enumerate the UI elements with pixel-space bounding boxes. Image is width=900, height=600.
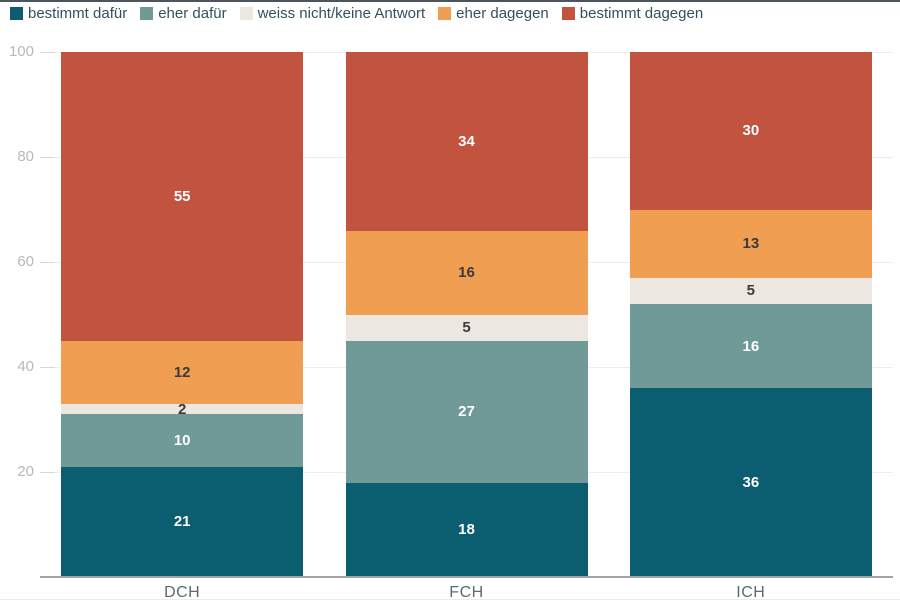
bar-segment: 36 — [629, 388, 872, 577]
bar-segment: 16 — [345, 230, 588, 315]
legend-swatch-icon — [561, 7, 575, 20]
x-axis-label: ICH — [736, 584, 766, 600]
bar-segment: 10 — [61, 414, 304, 467]
bar-segment-label: 21 — [173, 513, 191, 531]
legend-label: eher dagegen — [456, 5, 549, 22]
x-axis-label: DCH — [164, 584, 201, 600]
legend: bestimmt dafür eher dafür weiss nicht/kein… — [10, 5, 703, 22]
bar-segment-label: 5 — [462, 319, 471, 337]
y-tick — [40, 472, 54, 473]
bar-segment: 27 — [345, 340, 588, 483]
y-tick-label: 100 — [8, 43, 34, 60]
bar-segment-label: 30 — [742, 122, 760, 140]
bar-segment-label: 5 — [746, 282, 755, 300]
legend-swatch-icon — [140, 7, 154, 20]
bar-segment-label: 34 — [458, 132, 475, 150]
y-tick-label: 80 — [17, 148, 34, 165]
bar: 18 27 5 16 34 — [345, 52, 588, 577]
bar-segment-label: 12 — [173, 363, 191, 381]
bar-segment: 34 — [345, 52, 588, 231]
axis-baseline — [40, 576, 893, 578]
y-tick — [40, 157, 54, 158]
bar-segment: 2 — [61, 400, 304, 418]
bar-segment-label: 16 — [458, 264, 475, 281]
bar-segment-label: 10 — [173, 432, 191, 449]
legend-label: weiss nicht/keine Antwort — [257, 5, 426, 22]
legend-item: bestimmt dafür — [10, 5, 127, 22]
legend-label: bestimmt dagegen — [579, 5, 704, 22]
y-tick — [40, 52, 54, 53]
legend-swatch-icon — [10, 7, 23, 20]
bar-segment: 30 — [629, 52, 872, 210]
bar-segment: 21 — [61, 466, 304, 577]
legend-item: weiss nicht/keine Antwort — [239, 5, 426, 22]
y-tick-label: 20 — [17, 463, 34, 480]
bar-segment: 5 — [345, 314, 588, 341]
bar: 21 10 2 12 55 — [61, 52, 304, 577]
legend-swatch-icon — [239, 7, 253, 20]
bar-segment: 55 — [61, 52, 304, 341]
bar: 36 16 5 13 30 — [629, 52, 872, 577]
bar-segment-label: 16 — [742, 337, 760, 355]
x-axis-label: FCH — [449, 584, 484, 600]
bar-segment-label: 27 — [458, 403, 475, 421]
bar-segment-label: 13 — [742, 235, 760, 253]
legend-label: eher dafür — [158, 5, 227, 22]
bar-segment: 5 — [629, 277, 872, 304]
plot-area: 21 10 2 12 55 18 27 5 16 34 36 16 5 13 30 — [40, 52, 893, 578]
y-tick — [40, 262, 54, 263]
bar-segment-label: 2 — [177, 400, 187, 418]
bar-segment-label: 18 — [458, 521, 475, 539]
bar-segment: 16 — [629, 304, 872, 388]
legend-label: bestimmt dafür — [28, 5, 128, 22]
top-border-line — [0, 0, 900, 2]
legend-item: eher dafür — [140, 5, 227, 22]
bar-segment: 12 — [61, 340, 304, 404]
y-tick-label: 40 — [17, 358, 34, 375]
bar-segment-label: 36 — [742, 474, 760, 491]
legend-item: bestimmt dagegen — [561, 5, 704, 22]
bar-segment: 13 — [629, 209, 872, 278]
y-tick — [40, 367, 54, 368]
legend-swatch-icon — [438, 7, 452, 20]
legend-item: eher dagegen — [438, 5, 549, 22]
bar-segment-label: 55 — [173, 187, 191, 205]
y-tick-label: 60 — [17, 253, 34, 270]
bar-segment: 18 — [345, 482, 588, 577]
